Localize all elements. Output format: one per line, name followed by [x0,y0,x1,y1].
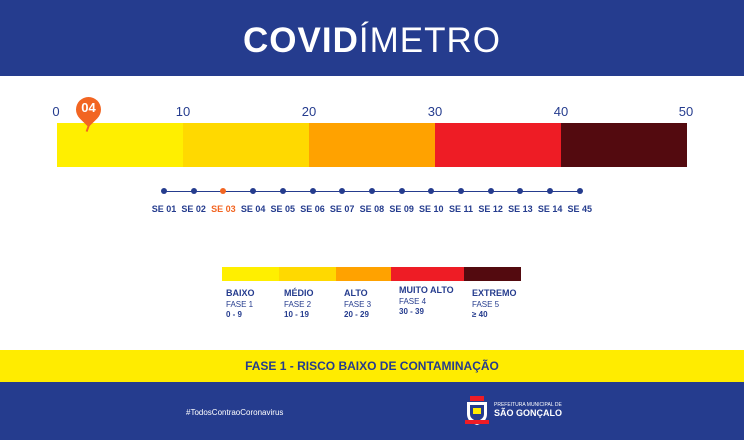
title-bold: COVID [243,21,359,60]
city-crest-icon [465,396,489,425]
page-title: COVIDÍMETRO [0,21,744,61]
legend-name-baixo: BAIXO [226,288,255,298]
legend-swatch-medio [279,267,336,281]
scale-tick-20: 20 [301,104,317,119]
scale-tick-40: 40 [553,104,569,119]
footer-banner [0,382,744,440]
legend-range-alto: 20 - 29 [344,310,369,319]
week-label: SE 03 [211,204,236,214]
legend-name-muito-alto: MUITO ALTO [399,285,454,295]
timeline-dot [398,188,405,194]
week-label: SE 13 [508,204,533,214]
legend-range-medio: 10 - 19 [284,310,309,319]
legend-name-alto: ALTO [344,288,368,298]
logo-title: SÃO GONÇALO [494,408,563,418]
legend-range-baixo: 0 - 9 [226,310,243,319]
scale-tick-50: 50 [678,104,694,119]
scale-tick-0: 0 [52,104,60,119]
legend-swatch-alto [336,267,391,281]
timeline-dot [487,188,494,194]
status-text: FASE 1 - RISCO BAIXO DE CONTAMINAÇÃO [245,359,499,373]
legend-swatch-extremo [464,267,521,281]
week-label: SE 12 [478,204,503,214]
timeline-dot [339,188,346,194]
timeline-dot [428,188,435,194]
scale-tick-10: 10 [175,104,191,119]
scale-tick-30: 30 [427,104,443,119]
week-label: SE 45 [567,204,593,214]
bar-segment-baixo [57,123,183,167]
week-label: SE 06 [300,204,325,214]
bar-segment-muito-alto [435,123,561,167]
bar-segment-medio [183,123,309,167]
legend-swatch-muito-alto [391,267,464,281]
timeline-dot [220,188,227,194]
header-banner [0,0,744,76]
marker-value: 04 [81,100,96,115]
timeline-dot [161,188,167,194]
timeline-dot [458,188,464,194]
legend-phase-medio: FASE 2 [284,300,312,309]
bar-segment-alto [309,123,435,167]
legend-range-extremo: ≥ 40 [472,310,488,319]
timeline-dot [517,188,524,194]
timeline-dot [309,188,316,194]
legend-phase-extremo: FASE 5 [472,300,500,309]
timeline-dot [279,188,286,194]
week-label: SE 14 [537,204,563,214]
hashtag-text: #TodosContraoCoronavirus [186,408,284,417]
legend-name-extremo: EXTREMO [472,288,517,298]
legend-swatch-baixo [222,267,279,281]
week-label: SE 08 [359,204,385,214]
week-label: SE 01 [151,204,177,214]
week-label: SE 05 [270,204,296,214]
status-band [0,350,744,382]
week-label: SE 10 [419,204,444,214]
timeline-dot [250,188,257,194]
logo-subtitle: PREFEITURA MUNICIPAL DE [494,402,562,408]
week-label: SE 07 [329,204,355,214]
legend-phase-baixo: FASE 1 [226,300,254,309]
legend-range-muito-alto: 30 - 39 [399,307,424,316]
timeline-dot [547,188,554,194]
bar-segment-extremo [561,123,687,167]
week-label: SE 04 [240,204,266,214]
legend-name-medio: MÉDIO [284,288,314,298]
week-label: SE 11 [448,204,474,214]
timeline-dot [368,188,375,194]
timeline-dot [190,188,197,194]
legend-phase-muito-alto: FASE 4 [399,297,427,306]
title-light: ÍMETRO [358,21,501,60]
legend-phase-alto: FASE 3 [344,300,372,309]
timeline-dot [576,188,583,194]
week-label: SE 09 [389,204,414,214]
week-label: SE 02 [181,204,206,214]
